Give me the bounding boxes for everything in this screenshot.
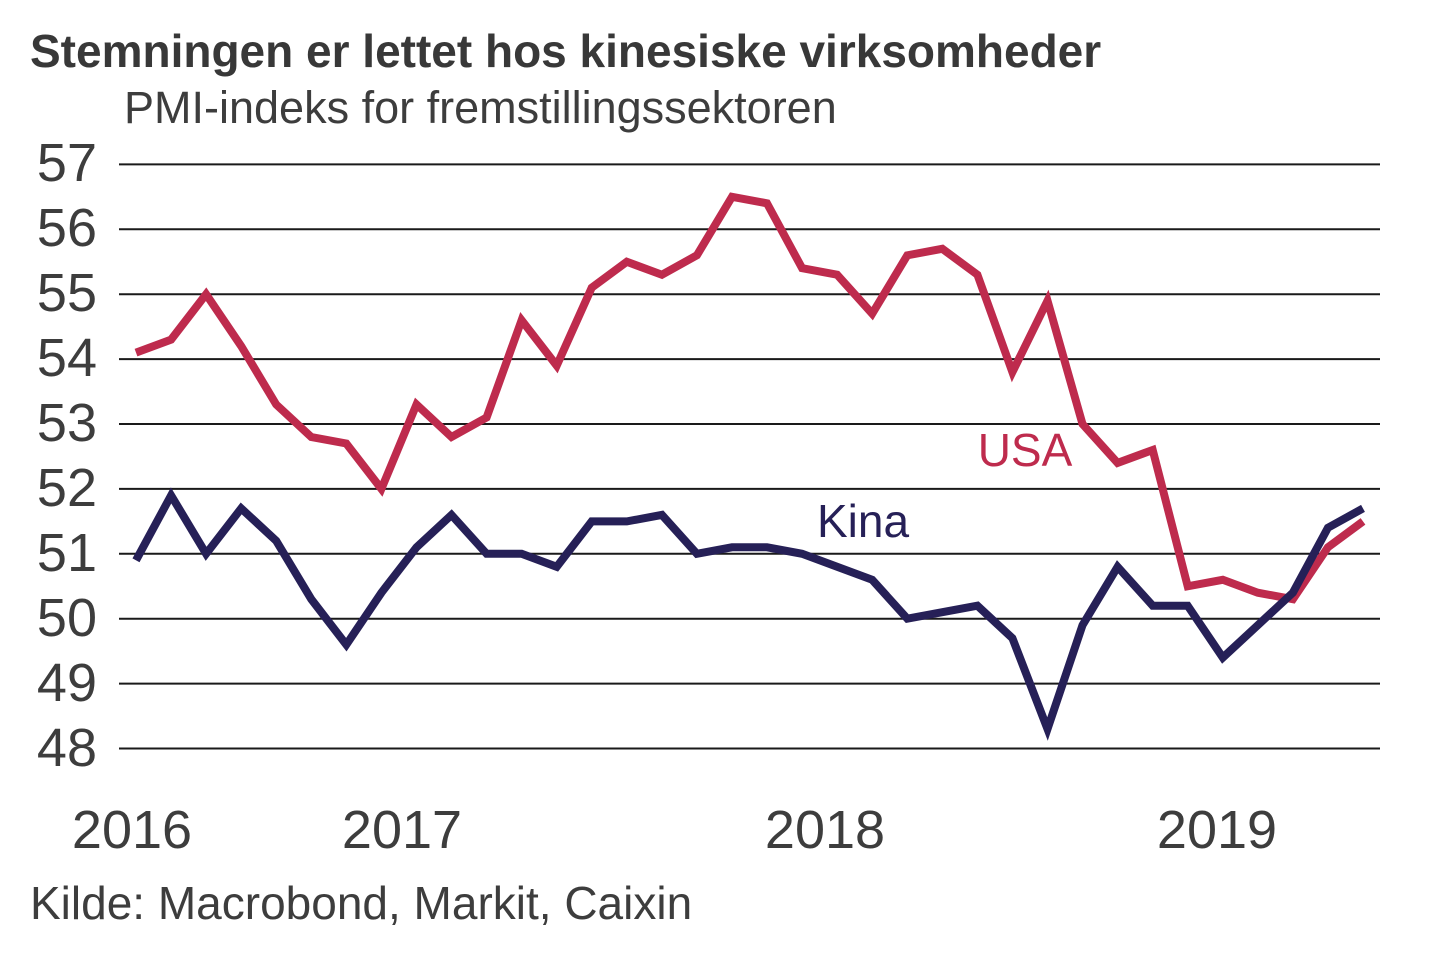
x-tick-2016: 2016 bbox=[71, 800, 193, 860]
x-tick-2018: 2018 bbox=[764, 800, 886, 860]
y-tick-53: 53 bbox=[36, 392, 97, 453]
usa-line-label: USA bbox=[978, 424, 1073, 476]
kina-line bbox=[132, 487, 1365, 741]
y-tick-56: 56 bbox=[36, 198, 97, 259]
y-tick-50: 50 bbox=[36, 587, 97, 648]
kina-line-label: Kina bbox=[817, 495, 909, 547]
x-tick-2019: 2019 bbox=[1156, 800, 1278, 860]
y-tick-55: 55 bbox=[36, 262, 97, 323]
y-tick-52: 52 bbox=[36, 457, 97, 518]
series-labels: USA Kina bbox=[817, 424, 1073, 547]
chart-subtitle: PMI-indeks for fremstillingssektoren bbox=[124, 82, 837, 133]
y-tick-48: 48 bbox=[36, 717, 97, 778]
series-lines bbox=[132, 192, 1366, 741]
usa-line bbox=[134, 192, 1366, 604]
y-tick-51: 51 bbox=[36, 522, 97, 583]
source-note: Kilde: Macrobond, Markit, Caixin bbox=[30, 877, 693, 929]
y-tick-57: 57 bbox=[36, 133, 97, 194]
y-tick-54: 54 bbox=[36, 327, 97, 388]
gridlines bbox=[119, 163, 1380, 750]
x-tick-2017: 2017 bbox=[341, 800, 463, 860]
chart-title: Stemningen er lettet hos kinesiske virks… bbox=[30, 25, 1102, 77]
y-tick-49: 49 bbox=[36, 652, 97, 713]
